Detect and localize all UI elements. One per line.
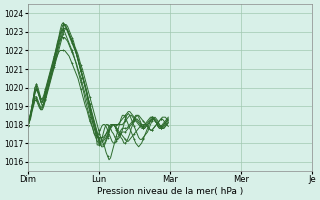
X-axis label: Pression niveau de la mer( hPa ): Pression niveau de la mer( hPa ) <box>97 187 243 196</box>
